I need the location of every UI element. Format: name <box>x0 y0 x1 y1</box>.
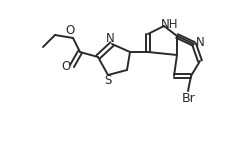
Text: Br: Br <box>182 93 196 106</box>
Text: N: N <box>106 31 114 44</box>
Text: NH: NH <box>161 18 179 31</box>
Text: O: O <box>65 24 75 38</box>
Text: O: O <box>61 60 71 73</box>
Text: N: N <box>196 36 204 49</box>
Text: S: S <box>104 75 112 88</box>
